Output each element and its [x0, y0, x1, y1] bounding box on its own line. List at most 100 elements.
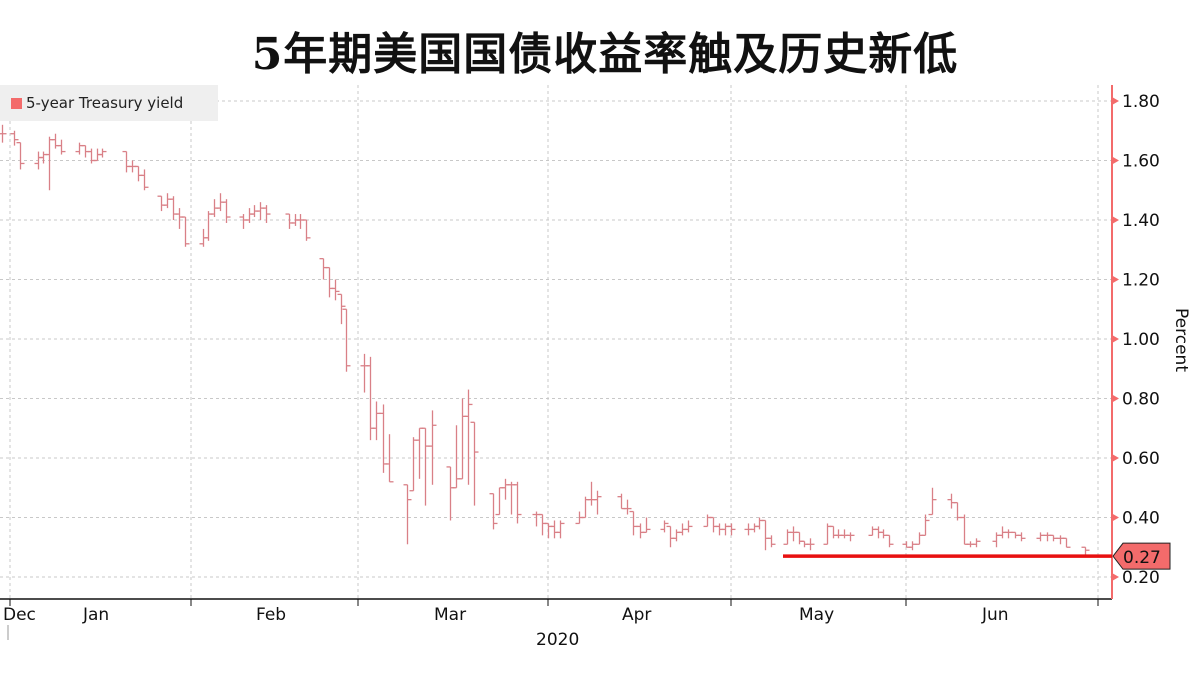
ohlc-bar [175, 208, 184, 229]
y-tick-label: 0.20 [1122, 568, 1160, 588]
ohlc-bar [98, 148, 107, 158]
ohlc-bar [544, 522, 553, 539]
ohlc-bar [122, 150, 131, 173]
ohlc-bar [666, 525, 675, 548]
ohlc-bar [538, 513, 547, 536]
ohlc-bar [157, 195, 166, 212]
ohlc-bar [10, 130, 19, 146]
ohlc-bar [470, 421, 479, 506]
ohlc-bar [16, 141, 25, 170]
ohlc-bar [1062, 537, 1071, 548]
ohlc-bar [34, 151, 43, 170]
legend-swatch [11, 97, 22, 109]
legend-label: 5-year Treasury yield [26, 94, 184, 112]
ohlc-bar [446, 466, 455, 521]
x-axis-year-label: 2020 [536, 630, 579, 650]
ohlc-bar [245, 208, 254, 223]
ohlc-bar [960, 514, 969, 545]
ohlc-bar [915, 532, 924, 545]
ohlc-bar [840, 529, 849, 539]
ohlc-bar [0, 124, 7, 143]
ohlc-bar [587, 481, 596, 506]
x-tick-label: Dec [3, 605, 36, 625]
ohlc-bar [908, 541, 917, 551]
ohlc-bar [134, 165, 143, 182]
ohlc-bar [727, 523, 736, 536]
ohlc-bar [57, 139, 66, 155]
ohlc-bar [428, 410, 437, 485]
ohlc-bar [750, 523, 759, 533]
ohlc-bar [684, 520, 693, 533]
y-tick-label: 0.40 [1122, 509, 1160, 529]
axes: 0.20 0.40 0.60 0.80 1.00 1.20 1.40 1.60 1.80 Dec J… [0, 85, 1191, 650]
x-tick-label: May [799, 605, 834, 625]
ohlc-bar [1036, 532, 1045, 542]
ohlc-bar [262, 205, 271, 223]
ohlc-bar [1049, 534, 1058, 542]
ohlc-bar [409, 437, 418, 492]
ohlc-bar [834, 529, 843, 539]
ohlc-bar [181, 216, 190, 247]
ohlc-bar [489, 493, 498, 530]
ohlc-bar [868, 526, 877, 536]
y-tick-label: 1.40 [1122, 211, 1160, 231]
ohlc-bar [829, 525, 838, 539]
y-tick-label: 0.60 [1122, 449, 1160, 469]
ohlc-bar [45, 136, 54, 191]
ohlc-bar [767, 535, 776, 548]
ohlc-bar [372, 401, 381, 441]
ohlc-bar [360, 353, 369, 393]
ohlc-bar [1043, 532, 1052, 542]
ohlc-bar [902, 541, 911, 548]
ohlc-bar [623, 499, 632, 515]
ohlc-bar [39, 151, 48, 164]
ohlc-bar [403, 484, 412, 545]
ohlc-bar [761, 519, 770, 551]
ohlc-bar [532, 511, 541, 527]
ohlc-bar [415, 427, 424, 479]
ohlc-bar [795, 531, 804, 545]
ohlc-bar [642, 517, 651, 534]
legend: 5-year Treasury yield [0, 85, 218, 121]
ohlc-bar [1017, 532, 1026, 542]
ohlc-bar [379, 404, 388, 473]
ohlc-bar [507, 481, 516, 515]
y-tick-mark [1112, 454, 1119, 462]
ohlc-bar [629, 510, 638, 536]
ohlc-bar [331, 279, 340, 301]
x-tick-label: Apr [622, 605, 651, 625]
ohlc-bar [672, 529, 681, 542]
last-value-label: 0.27 [1123, 548, 1161, 568]
ohlc-bar [319, 258, 328, 280]
ohlc-bars [0, 124, 1090, 557]
x-tick-label: Jan [82, 605, 109, 625]
ohlc-bar [846, 532, 855, 542]
x-tick-label: Jun [981, 605, 1009, 625]
ohlc-bar [296, 214, 305, 229]
x-tick-label: Feb [256, 605, 286, 625]
last-value-tag [1112, 542, 1171, 570]
ohlc-bar [337, 293, 346, 325]
ohlc-bar [87, 148, 96, 164]
y-tick-label: 1.80 [1122, 92, 1160, 112]
y-tick-label: 1.60 [1122, 152, 1160, 172]
ohlc-bar [458, 398, 467, 480]
ohlc-bar [75, 142, 84, 155]
ohlc-bar [495, 487, 504, 516]
y-tick-mark [1112, 216, 1119, 224]
x-tick-label: Mar [434, 605, 466, 625]
y-tick-mark [1112, 156, 1119, 165]
ohlc-bar [947, 493, 956, 509]
y-tick-label: 0.80 [1122, 390, 1160, 410]
ohlc-bar [342, 308, 351, 372]
ohlc-bar [992, 532, 1001, 548]
ohlc-bar [885, 534, 894, 548]
ohlc-bar [806, 538, 815, 551]
ohlc-bar [513, 481, 522, 524]
ohlc-bar [302, 219, 311, 241]
grid [0, 85, 1112, 599]
ohlc-bar [636, 523, 645, 539]
ohlc-bar [285, 213, 294, 229]
ohlc-bar [660, 520, 669, 533]
